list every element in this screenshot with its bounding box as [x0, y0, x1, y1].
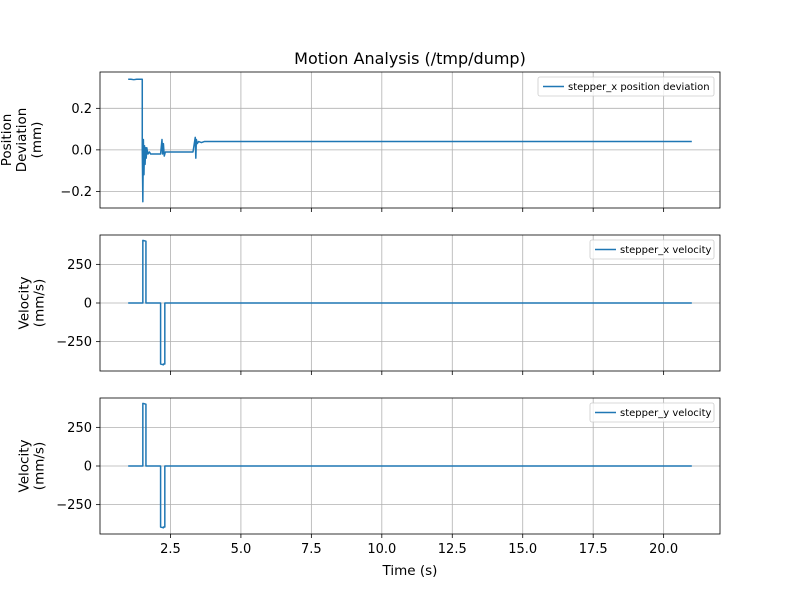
x-tick-label: 7.5	[301, 542, 322, 557]
x-tick-label: 10.0	[367, 542, 396, 557]
y-tick-label: 0	[84, 460, 92, 475]
y-axis-label: PositionDeviation(mm)	[0, 108, 45, 173]
y-axis-label: Velocity(mm/s)	[17, 440, 48, 493]
legend-frame	[537, 76, 715, 97]
y-tick-label: 250	[67, 258, 92, 273]
subplots-container: −0.2 0.0 0.2 PositionDeviation(mm) stepper_x…	[0, 71, 721, 579]
legend-entry-label: stepper_x velocity	[620, 245, 712, 256]
x-axis-label: Time (s)	[382, 563, 438, 579]
legend: stepper_x velocity	[589, 239, 715, 260]
series-line	[128, 239, 692, 366]
y-tick-label: 0	[84, 297, 92, 312]
subplot-2: −250 0 250 Velocity(mm/s) stepper_x velocity	[17, 234, 721, 375]
legend: stepper_x position deviation	[537, 76, 715, 97]
y-tick-label: 0.2	[71, 102, 92, 117]
legend-entry-label: stepper_y velocity	[620, 408, 712, 419]
figure-title: Motion Analysis (/tmp/dump)	[294, 49, 526, 68]
x-tick-label: 15.0	[508, 542, 537, 557]
series-line	[128, 78, 692, 203]
y-axis-label: Velocity(mm/s)	[17, 277, 48, 330]
y-tick-label: 250	[67, 421, 92, 436]
y-tick-label: −0.2	[60, 185, 92, 200]
legend: stepper_y velocity	[589, 402, 715, 423]
x-tick-label: 12.5	[438, 542, 467, 557]
legend-frame	[589, 239, 715, 260]
series-line	[128, 402, 692, 529]
legend-entry-label: stepper_x position deviation	[568, 82, 710, 93]
x-tick-label: 17.5	[579, 542, 608, 557]
x-tick-label: 2.5	[160, 542, 181, 557]
y-tick-label: −250	[56, 498, 92, 513]
subplot-3: 2.5 5.0 7.5 10.0 12.5 15.0 17.5 20.0 −250 0 250 Vel…	[17, 397, 721, 579]
x-tick-label: 20.0	[649, 542, 678, 557]
y-tick-label: −250	[56, 335, 92, 350]
legend-frame	[589, 402, 715, 423]
y-tick-label: 0.0	[71, 143, 92, 158]
x-tick-label: 5.0	[231, 542, 252, 557]
subplot-1: −0.2 0.0 0.2 PositionDeviation(mm) stepper_x…	[0, 71, 721, 212]
axes-frame	[99, 71, 721, 209]
